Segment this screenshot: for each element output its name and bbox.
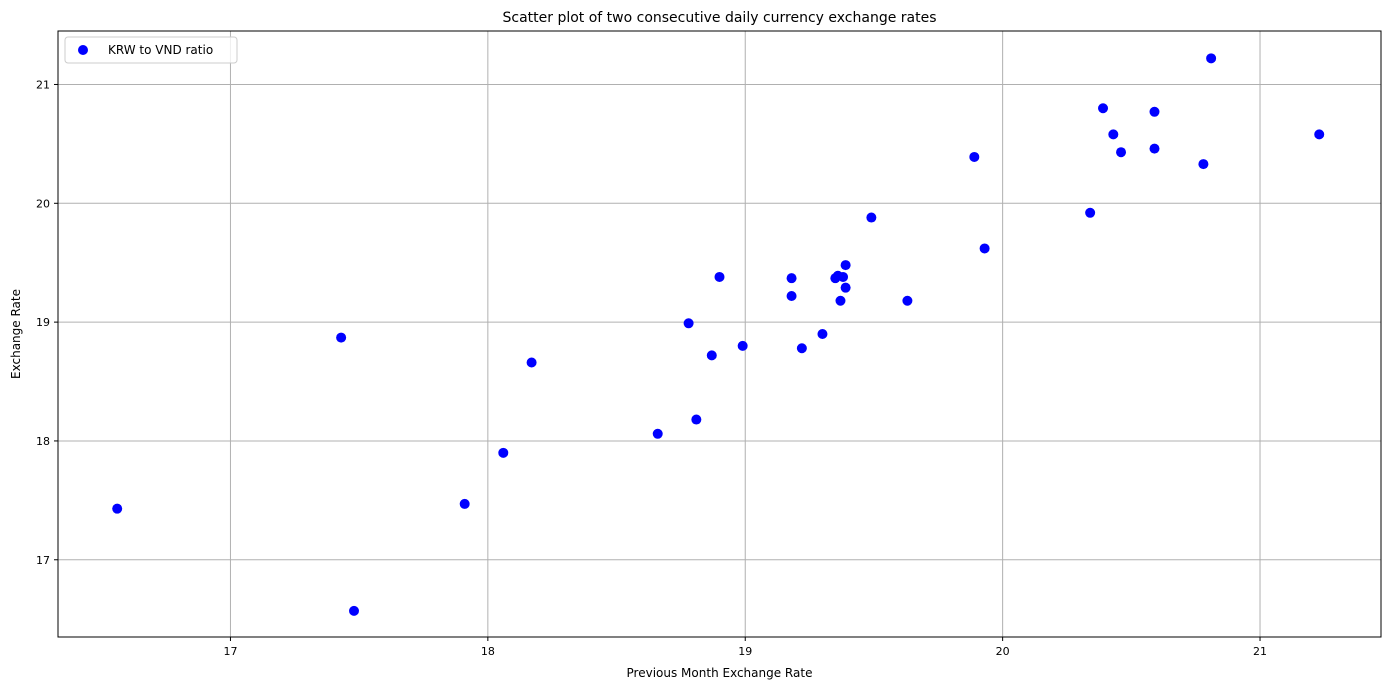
y-tick-label: 19 — [36, 316, 50, 329]
scatter-point — [786, 290, 797, 301]
scatter-point — [737, 340, 748, 351]
scatter-point — [902, 295, 913, 306]
scatter-point — [1314, 129, 1325, 140]
scatter-point — [498, 447, 509, 458]
scatter-point — [1108, 129, 1119, 140]
scatter-point — [706, 350, 717, 361]
x-axis-label: Previous Month Exchange Rate — [627, 666, 813, 680]
legend-marker — [78, 45, 88, 55]
x-tick-label: 17 — [223, 645, 237, 658]
chart-title: Scatter plot of two consecutive daily cu… — [502, 10, 936, 26]
grid-lines — [58, 31, 1381, 637]
scatter-point — [1098, 103, 1109, 114]
scatter-point — [459, 498, 470, 509]
x-tick-label: 20 — [996, 645, 1010, 658]
x-tick-label: 18 — [481, 645, 495, 658]
scatter-point — [652, 428, 663, 439]
scatter-point — [1206, 53, 1217, 64]
scatter-point — [1198, 159, 1209, 170]
legend: KRW to VND ratio — [64, 36, 238, 64]
scatter-point — [714, 271, 725, 282]
y-tick-label: 17 — [36, 554, 50, 567]
scatter-point — [840, 260, 851, 271]
scatter-point — [1149, 106, 1160, 117]
scatter-point — [866, 212, 877, 223]
scatter-point — [526, 357, 537, 368]
scatter-point — [835, 295, 846, 306]
scatter-point — [336, 332, 347, 343]
scatter-point — [969, 151, 980, 162]
legend-label: KRW to VND ratio — [108, 43, 213, 57]
scatter-point — [796, 343, 807, 354]
scatter-point — [691, 414, 702, 425]
scatter-point — [1149, 143, 1160, 154]
scatter-point — [1085, 207, 1096, 218]
scatter-point — [1116, 147, 1127, 158]
y-tick-label: 20 — [36, 197, 50, 210]
axis-ticks: 17 18 19 20 21 17 18 19 20 21 — [36, 78, 1267, 658]
scatter-point — [838, 271, 849, 282]
x-tick-label: 19 — [738, 645, 752, 658]
scatter-point — [817, 329, 828, 339]
scatter-point — [840, 282, 851, 293]
scatter-point — [112, 503, 123, 514]
scatter-point — [979, 243, 990, 254]
y-tick-label: 18 — [36, 435, 50, 448]
plot-area-frame — [57, 30, 1382, 638]
data-points — [112, 53, 1325, 616]
legend-box — [64, 36, 238, 64]
y-axis-label: Exchange Rate — [9, 289, 23, 379]
y-tick-label: 21 — [36, 78, 50, 91]
scatter-point — [683, 318, 694, 329]
scatter-point — [349, 605, 360, 616]
x-tick-label: 21 — [1253, 645, 1267, 658]
scatter-point — [786, 273, 797, 284]
